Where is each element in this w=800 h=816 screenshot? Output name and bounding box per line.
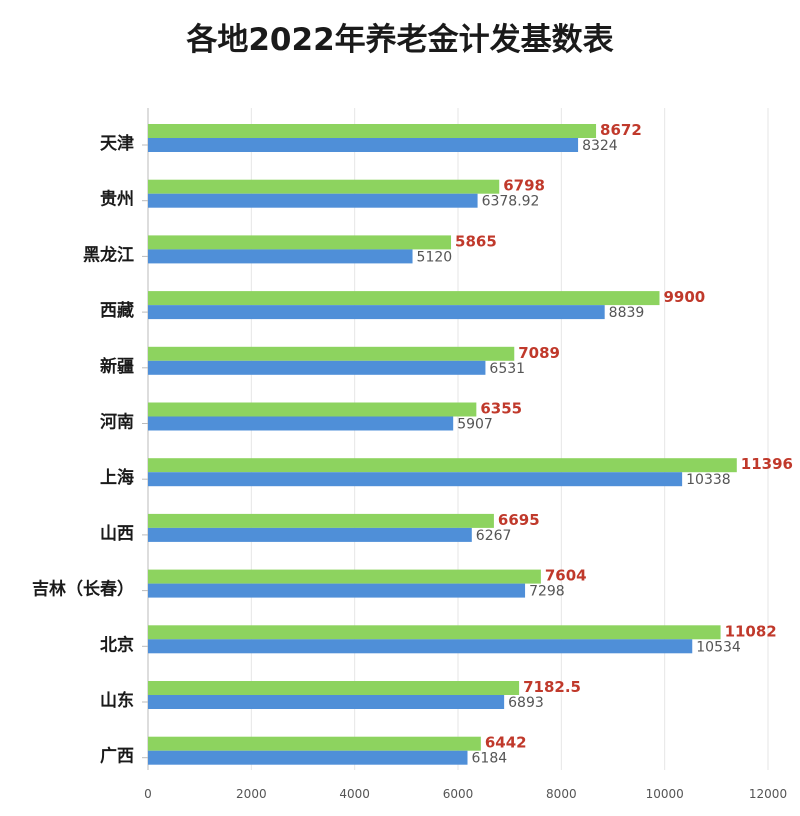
data-label-series-1: 6442	[485, 734, 527, 752]
bar-series-1	[148, 291, 660, 306]
data-label-series-2: 10338	[686, 472, 731, 488]
data-label-series-2: 5907	[457, 417, 493, 433]
bar-series-2	[148, 695, 505, 709]
bar-series-2	[148, 360, 486, 375]
data-label-series-1: 11082	[725, 622, 777, 640]
category-label: 吉林（长春）	[32, 579, 134, 600]
bar-series-1	[148, 458, 737, 473]
bar-series-2	[148, 750, 468, 765]
data-label-series-1: 6798	[503, 177, 545, 195]
bar-series-2	[148, 249, 413, 264]
category-label: 西藏	[100, 301, 134, 321]
data-label-series-2: 6267	[476, 528, 512, 544]
bar-series-2	[148, 583, 526, 598]
bar-series-1	[148, 625, 721, 640]
bar-series-1	[148, 736, 481, 751]
data-label-series-2: 6531	[489, 361, 525, 377]
bar-series-2	[148, 527, 472, 542]
data-label-series-2: 8839	[609, 305, 645, 321]
bar-series-2	[148, 416, 454, 431]
bar-series-2	[148, 193, 478, 208]
x-tick-label: 12000	[749, 787, 787, 801]
bar-series-2	[148, 138, 579, 152]
data-label-series-1: 6695	[498, 511, 540, 529]
x-tick-label: 8000	[546, 787, 577, 801]
bar-series-2	[148, 639, 693, 654]
category-label: 山东	[100, 690, 134, 711]
bar-series-1	[148, 346, 515, 361]
data-label-series-1: 7089	[518, 344, 560, 362]
grid-lines	[250, 108, 769, 770]
bar-series-1	[148, 124, 597, 138]
data-label-series-2: 5120	[417, 249, 453, 265]
category-label: 新疆	[100, 356, 134, 377]
data-label-series-1: 8672	[600, 121, 642, 139]
data-label-series-1: 11396	[741, 455, 793, 473]
bar-series-1	[148, 235, 452, 250]
x-tick-label: 4000	[339, 787, 370, 801]
category-label: 黑龙江	[83, 244, 134, 265]
data-label-series-2: 8324	[582, 138, 618, 154]
bar-series-2	[148, 305, 605, 320]
x-tick-label: 10000	[646, 787, 684, 801]
category-label: 山西	[100, 524, 134, 544]
category-label: 北京	[100, 634, 134, 655]
category-label: 贵州	[100, 189, 134, 210]
data-label-series-1: 9900	[664, 288, 706, 306]
data-label-series-2: 6184	[472, 751, 508, 767]
x-tick-label: 2000	[236, 787, 267, 801]
data-labels: 8672832467986378.92586551209900883970896…	[417, 121, 793, 767]
category-axis	[142, 108, 149, 770]
data-label-series-1: 6355	[480, 400, 522, 418]
bar-series-1	[148, 569, 541, 584]
bars	[148, 124, 737, 765]
chart-title: 各地2022年养老金计发基数表	[186, 22, 614, 58]
bar-series-1	[148, 179, 500, 194]
x-tick-label: 6000	[443, 787, 474, 801]
bar-series-1	[148, 402, 477, 417]
category-label: 天津	[100, 133, 134, 154]
category-label: 河南	[100, 412, 134, 433]
x-axis-tick-labels: 0 2000 4000 6000 8000 10000 12000	[144, 787, 787, 801]
bar-series-1	[148, 513, 494, 528]
category-label: 上海	[100, 467, 134, 488]
x-tick-label: 0	[144, 787, 152, 801]
data-label-series-2: 7298	[529, 584, 565, 600]
data-label-series-2: 10534	[696, 639, 741, 655]
category-label: 广西	[100, 746, 134, 767]
data-label-series-1: 7182.5	[523, 678, 581, 696]
bar-series-2	[148, 472, 683, 487]
data-label-series-2: 6893	[508, 695, 544, 711]
bar-series-1	[148, 681, 520, 695]
data-label-series-1: 7604	[545, 567, 587, 585]
data-label-series-2: 6378.92	[482, 194, 540, 210]
data-label-series-1: 5865	[455, 232, 497, 250]
